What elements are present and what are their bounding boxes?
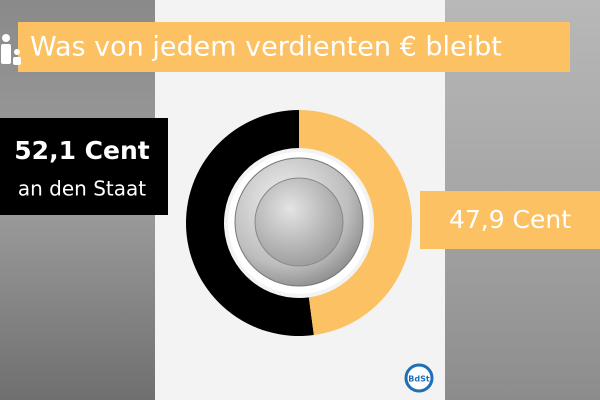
icon (1, 34, 21, 65)
logo-badge (404, 363, 434, 393)
data-label: 47,9 Cent (449, 205, 571, 234)
label-box-left (0, 118, 168, 215)
category-label: an den Staat (18, 177, 146, 201)
data-label: 52,1 Cent (14, 136, 149, 165)
logo: BdSt (408, 375, 430, 384)
donut (185, 110, 412, 337)
chart-title: Was von jedem verdienten € bleibt (30, 32, 502, 63)
coin-center (254, 177, 344, 267)
donut-segment (299, 110, 412, 336)
donut-segment (185, 110, 314, 337)
label-box-right (420, 191, 600, 249)
title-banner (18, 22, 570, 72)
